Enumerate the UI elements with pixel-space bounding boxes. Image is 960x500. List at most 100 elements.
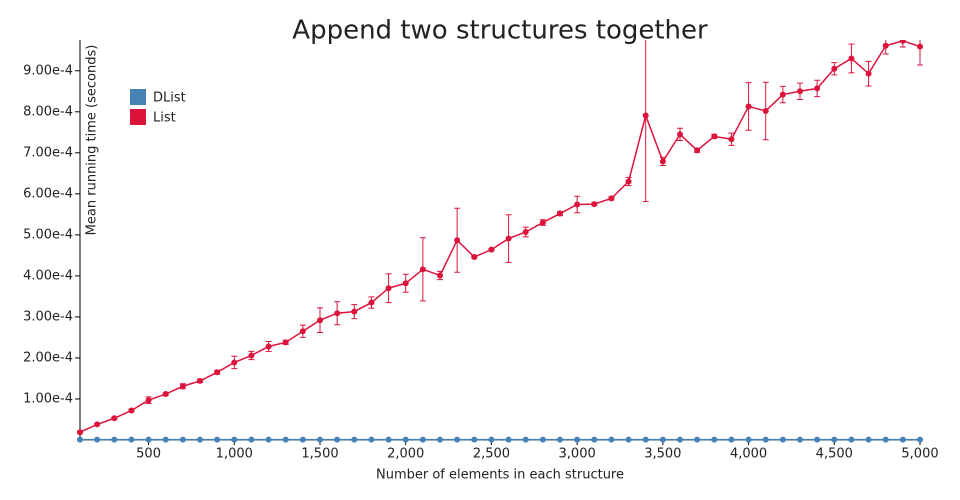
data-point xyxy=(694,436,701,443)
data-point xyxy=(111,415,118,422)
data-point xyxy=(591,201,598,208)
data-point xyxy=(557,436,563,443)
x-tick-label: 500 xyxy=(136,447,161,462)
data-point xyxy=(419,436,426,443)
data-point xyxy=(659,436,666,443)
x-tick-label: 4,500 xyxy=(816,447,853,462)
data-point xyxy=(351,436,358,443)
data-point xyxy=(162,391,169,398)
x-tick-label: 5,000 xyxy=(901,447,938,462)
data-point xyxy=(848,436,855,443)
data-point xyxy=(334,436,341,443)
data-point xyxy=(865,70,872,77)
data-point xyxy=(437,272,443,279)
data-point xyxy=(831,436,838,443)
data-point xyxy=(711,436,718,443)
y-axis-label: Mean running time (seconds) xyxy=(85,45,100,236)
chart-title: Append two structures together xyxy=(292,16,708,46)
data-point xyxy=(145,397,152,404)
data-point xyxy=(539,219,546,226)
data-point xyxy=(917,436,923,443)
data-point xyxy=(762,107,769,114)
legend-swatch xyxy=(130,109,146,125)
data-point xyxy=(94,436,101,443)
y-tick-label: 6.00e-4 xyxy=(23,186,73,201)
data-point xyxy=(899,436,906,443)
data-point xyxy=(94,421,101,428)
data-point xyxy=(317,317,323,324)
data-point xyxy=(402,436,409,443)
data-point xyxy=(162,436,169,443)
data-point xyxy=(745,436,752,443)
data-point xyxy=(368,299,375,306)
data-point xyxy=(882,42,889,49)
x-tick-label: 1,000 xyxy=(216,447,253,462)
data-point xyxy=(179,436,186,443)
y-tick-label: 4.00e-4 xyxy=(23,268,73,283)
data-point xyxy=(522,436,529,443)
data-point xyxy=(625,178,632,185)
data-point xyxy=(762,436,769,443)
plot-area xyxy=(77,40,923,443)
data-point xyxy=(231,359,238,366)
data-point xyxy=(574,201,581,208)
data-point xyxy=(882,436,889,443)
data-point xyxy=(282,436,289,443)
data-point xyxy=(625,436,632,443)
data-point xyxy=(145,436,152,443)
data-point xyxy=(248,352,255,359)
data-point xyxy=(694,147,701,154)
y-tick-label: 9.00e-4 xyxy=(23,63,73,78)
data-point xyxy=(505,436,512,443)
data-point xyxy=(522,229,529,235)
data-point xyxy=(368,436,375,443)
data-point xyxy=(797,88,803,95)
data-point xyxy=(179,383,186,390)
data-point xyxy=(814,436,821,443)
data-point xyxy=(385,285,392,292)
x-tick-label: 2,500 xyxy=(473,447,510,462)
data-point xyxy=(797,436,803,443)
data-point xyxy=(557,210,563,217)
data-point xyxy=(779,436,786,443)
data-point xyxy=(865,436,872,443)
data-point xyxy=(402,280,409,287)
data-point xyxy=(197,436,203,443)
data-point xyxy=(334,310,341,317)
data-point xyxy=(197,377,203,384)
data-point xyxy=(419,266,426,273)
data-point xyxy=(351,308,358,315)
data-point xyxy=(899,40,906,44)
x-tick-label: 3,500 xyxy=(644,447,681,462)
data-point xyxy=(677,131,683,138)
data-point xyxy=(317,436,323,443)
data-point xyxy=(471,436,478,443)
data-point xyxy=(831,65,838,72)
x-tick-label: 1,500 xyxy=(301,447,338,462)
y-tick-label: 5.00e-4 xyxy=(23,227,73,242)
data-point xyxy=(299,436,306,443)
data-point xyxy=(608,436,615,443)
data-point xyxy=(745,103,752,110)
x-tick-label: 3,000 xyxy=(559,447,596,462)
data-point xyxy=(231,436,238,443)
data-point xyxy=(917,43,923,50)
data-point xyxy=(642,112,649,119)
data-point xyxy=(814,85,821,92)
series-line xyxy=(79,40,921,433)
y-tick-label: 2.00e-4 xyxy=(23,350,73,365)
data-point xyxy=(471,254,478,261)
data-point xyxy=(591,436,598,443)
data-point xyxy=(728,436,735,443)
x-axis-label: Number of elements in each structure xyxy=(376,468,624,483)
data-point xyxy=(299,328,306,335)
data-point xyxy=(265,343,272,350)
data-point xyxy=(77,436,83,443)
legend-swatch xyxy=(130,89,146,105)
data-point xyxy=(574,436,581,443)
data-point xyxy=(677,436,683,443)
data-point xyxy=(711,133,718,140)
data-point xyxy=(454,237,461,244)
data-point xyxy=(282,339,289,346)
data-point xyxy=(214,369,221,376)
